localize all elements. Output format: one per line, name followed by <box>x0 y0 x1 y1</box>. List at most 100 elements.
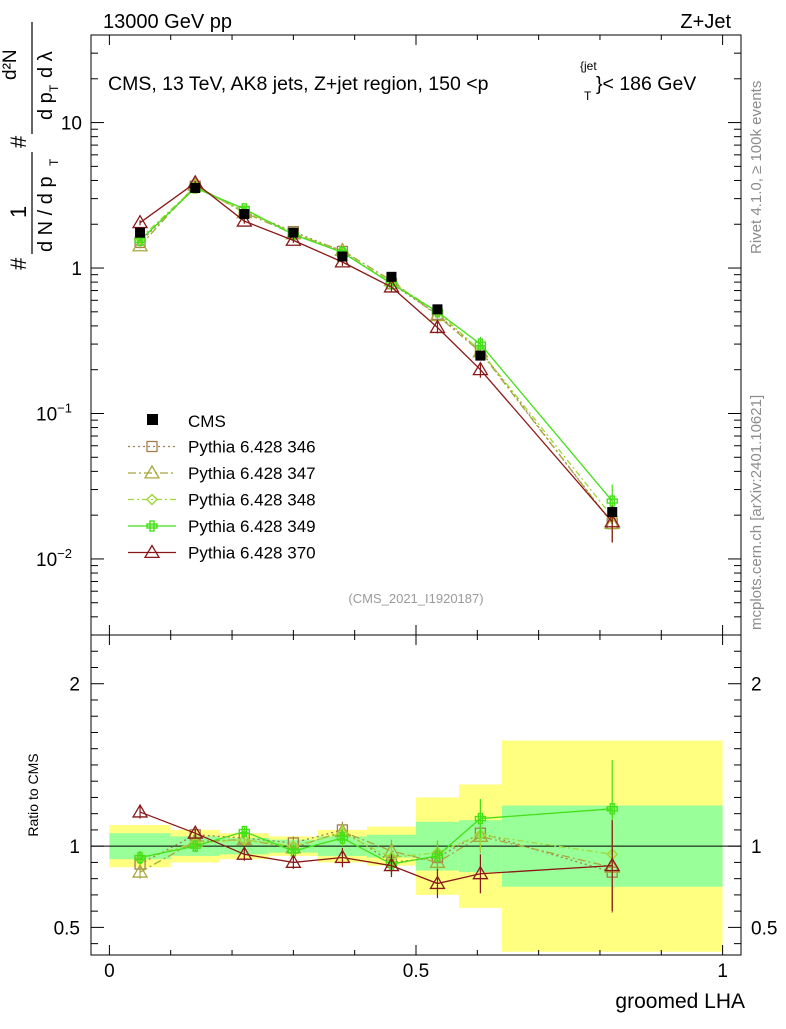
y-tick-exponent: −2 <box>57 546 72 561</box>
legend-label-2: Pythia 6.428 347 <box>188 464 316 483</box>
ratio-point <box>238 825 251 838</box>
x-tick-label: 0.5 <box>403 961 429 982</box>
legend-label-4: Pythia 6.428 349 <box>188 517 316 536</box>
ratio-point <box>238 833 251 846</box>
analysis-watermark: (CMS_2021_I1920187) <box>348 591 483 606</box>
cms-data-point <box>288 227 299 238</box>
title-subscript: T <box>584 89 592 103</box>
side-mcplots-label: mcplots.cern.ch [arXiv:2401.10621] <box>748 395 765 630</box>
ratio-tick-label-right: 0.5 <box>751 918 777 939</box>
ratio-y-label: Ratio to CMS <box>25 753 41 836</box>
side-rivet-label: Rivet 4.1.0, ≥ 100k events <box>748 81 765 254</box>
y-tick-exponent: −1 <box>57 400 72 415</box>
legend-marker-5 <box>143 544 161 559</box>
beam-label: 13000 GeV pp <box>103 11 232 33</box>
ylabel-dn: d N / d p <box>35 176 57 252</box>
ratio-point <box>131 803 149 818</box>
ratio-point <box>431 850 444 862</box>
ratio-point-v <box>137 851 143 864</box>
ylabel-hash1: # <box>6 257 31 270</box>
ratio-point-h <box>238 828 251 835</box>
y-axis-label: # 1 d N / d p T # d²N d p T d λ <box>0 22 61 270</box>
series-point-h <box>606 498 618 504</box>
series-point-v <box>477 338 484 350</box>
ratio-tick-label: 1 <box>69 837 80 858</box>
ylabel-one: 1 <box>6 206 31 218</box>
ratio-point <box>383 857 400 872</box>
ratio-point-v <box>192 840 198 852</box>
ratio-tick-label-right: 1 <box>751 837 762 858</box>
ratio-point <box>189 840 201 852</box>
ratio-point-v <box>434 850 441 862</box>
series-point <box>606 495 618 507</box>
ylabel-t1: T <box>47 158 61 166</box>
ratio-point-h <box>287 848 300 854</box>
cms-data-point <box>432 304 443 315</box>
legend-marker-4 <box>146 520 158 532</box>
ratio-point <box>429 875 446 890</box>
cms-data-point <box>607 507 618 518</box>
legend-marker-1 <box>146 440 158 453</box>
ylabel-d2n: d²N <box>0 49 21 80</box>
ratio-point-h <box>189 843 201 849</box>
series-point <box>285 232 302 246</box>
title-end: }< 186 GeV <box>596 73 696 95</box>
legend-marker-4-v <box>149 520 155 532</box>
legend-cms-marker <box>147 414 158 425</box>
ratio-point <box>474 828 487 841</box>
ratio-tick-label-right: 2 <box>751 675 762 696</box>
title-superscript: {jet <box>580 59 597 73</box>
series-point-v <box>609 495 615 507</box>
y-tick-label: 1 <box>71 259 82 280</box>
series-point <box>474 338 487 350</box>
cms-data-point <box>190 182 201 193</box>
ylabel-dlambda: d λ <box>35 51 57 78</box>
ratio-point-v <box>609 803 615 815</box>
ratio-point-h <box>474 815 487 822</box>
ratio-point <box>606 803 618 815</box>
ratio-point <box>187 824 204 839</box>
ratio-point <box>134 851 146 864</box>
ylabel-hash2: # <box>6 135 31 148</box>
ratio-point <box>131 863 149 878</box>
series-point <box>131 237 149 252</box>
ratio-point-h <box>134 854 146 861</box>
legend-cms-label: CMS <box>188 412 226 431</box>
legend-label-1: Pythia 6.428 346 <box>188 438 316 457</box>
cms-data-point <box>475 350 486 361</box>
ratio-point-v <box>241 825 248 838</box>
series-point-h <box>134 237 146 244</box>
ratio-series <box>131 760 621 913</box>
legend-marker-2 <box>143 464 161 479</box>
series-point <box>604 513 621 528</box>
series-point <box>131 214 149 229</box>
legend: CMS Pythia 6.428 346 Pythia 6.428 347 Pythi… <box>128 412 316 563</box>
series-point <box>472 361 489 376</box>
ylabel-t2: T <box>47 84 61 92</box>
legend-label-3: Pythia 6.428 348 <box>188 491 316 510</box>
series-point-h <box>474 341 487 347</box>
y-tick-mantissa: 10 <box>36 404 57 425</box>
cms-data-point <box>337 251 348 262</box>
ylabel-dp: d p <box>35 92 57 120</box>
y-tick-label: 10 <box>61 114 82 135</box>
legend-marker-4-h <box>146 523 158 529</box>
x-tick-label: 0 <box>104 961 115 982</box>
legend-label-5: Pythia 6.428 370 <box>188 544 316 563</box>
ratio-point-h <box>431 853 444 859</box>
x-axis-label: groomed LHA <box>615 990 745 1013</box>
ratio-point <box>472 865 489 880</box>
cms-data-point <box>239 209 250 220</box>
x-tick-label: 1 <box>717 961 728 982</box>
plot-title: CMS, 13 TeV, AK8 jets, Z+jet region, 150… <box>108 73 489 95</box>
ratio-point-h <box>606 806 618 812</box>
ratio-point <box>336 832 349 844</box>
ratio-point-h <box>336 835 349 841</box>
cms-data-point <box>135 227 146 238</box>
cms-data-point <box>386 271 397 282</box>
ratio-point-v <box>339 832 346 844</box>
ratio-point <box>334 849 351 864</box>
